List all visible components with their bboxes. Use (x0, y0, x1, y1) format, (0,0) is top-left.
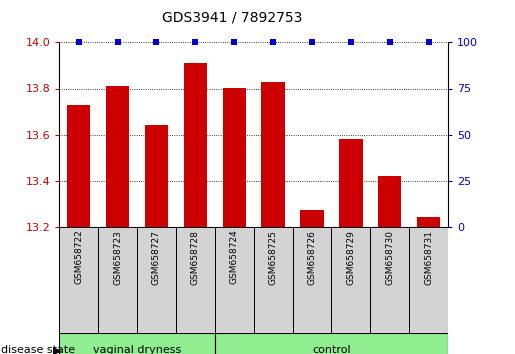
Bar (59, 227, 98, 333)
Bar (300, 210, 323, 227)
Bar (215, 227, 253, 333)
Bar (106, 86, 129, 227)
Bar (176, 227, 215, 333)
Text: disease state: disease state (1, 346, 75, 354)
Text: vaginal dryness: vaginal dryness (93, 346, 181, 354)
Text: GSM658723: GSM658723 (113, 230, 122, 285)
Bar (222, 88, 246, 227)
Bar (409, 227, 448, 333)
Text: ▶: ▶ (54, 346, 62, 354)
Bar (145, 125, 168, 227)
Bar (332, 227, 370, 333)
Text: GSM658727: GSM658727 (152, 230, 161, 285)
Text: GSM658722: GSM658722 (74, 230, 83, 285)
Bar (215, 333, 448, 354)
Text: GSM658724: GSM658724 (230, 230, 238, 285)
Text: GSM658728: GSM658728 (191, 230, 200, 285)
Bar (184, 63, 207, 227)
Bar (137, 227, 176, 333)
Bar (378, 176, 401, 227)
Text: GSM658725: GSM658725 (269, 230, 278, 285)
Text: GSM658729: GSM658729 (347, 230, 355, 285)
Bar (262, 81, 285, 227)
Bar (293, 227, 332, 333)
Text: GSM658726: GSM658726 (307, 230, 316, 285)
Bar (253, 227, 293, 333)
Bar (417, 217, 440, 227)
Bar (370, 227, 409, 333)
Text: GDS3941 / 7892753: GDS3941 / 7892753 (162, 11, 302, 25)
Bar (98, 227, 137, 333)
Bar (67, 104, 90, 227)
Text: GSM658730: GSM658730 (385, 230, 394, 285)
Text: control: control (312, 346, 351, 354)
Bar (339, 139, 363, 227)
Text: GSM658731: GSM658731 (424, 230, 433, 285)
Bar (59, 333, 215, 354)
